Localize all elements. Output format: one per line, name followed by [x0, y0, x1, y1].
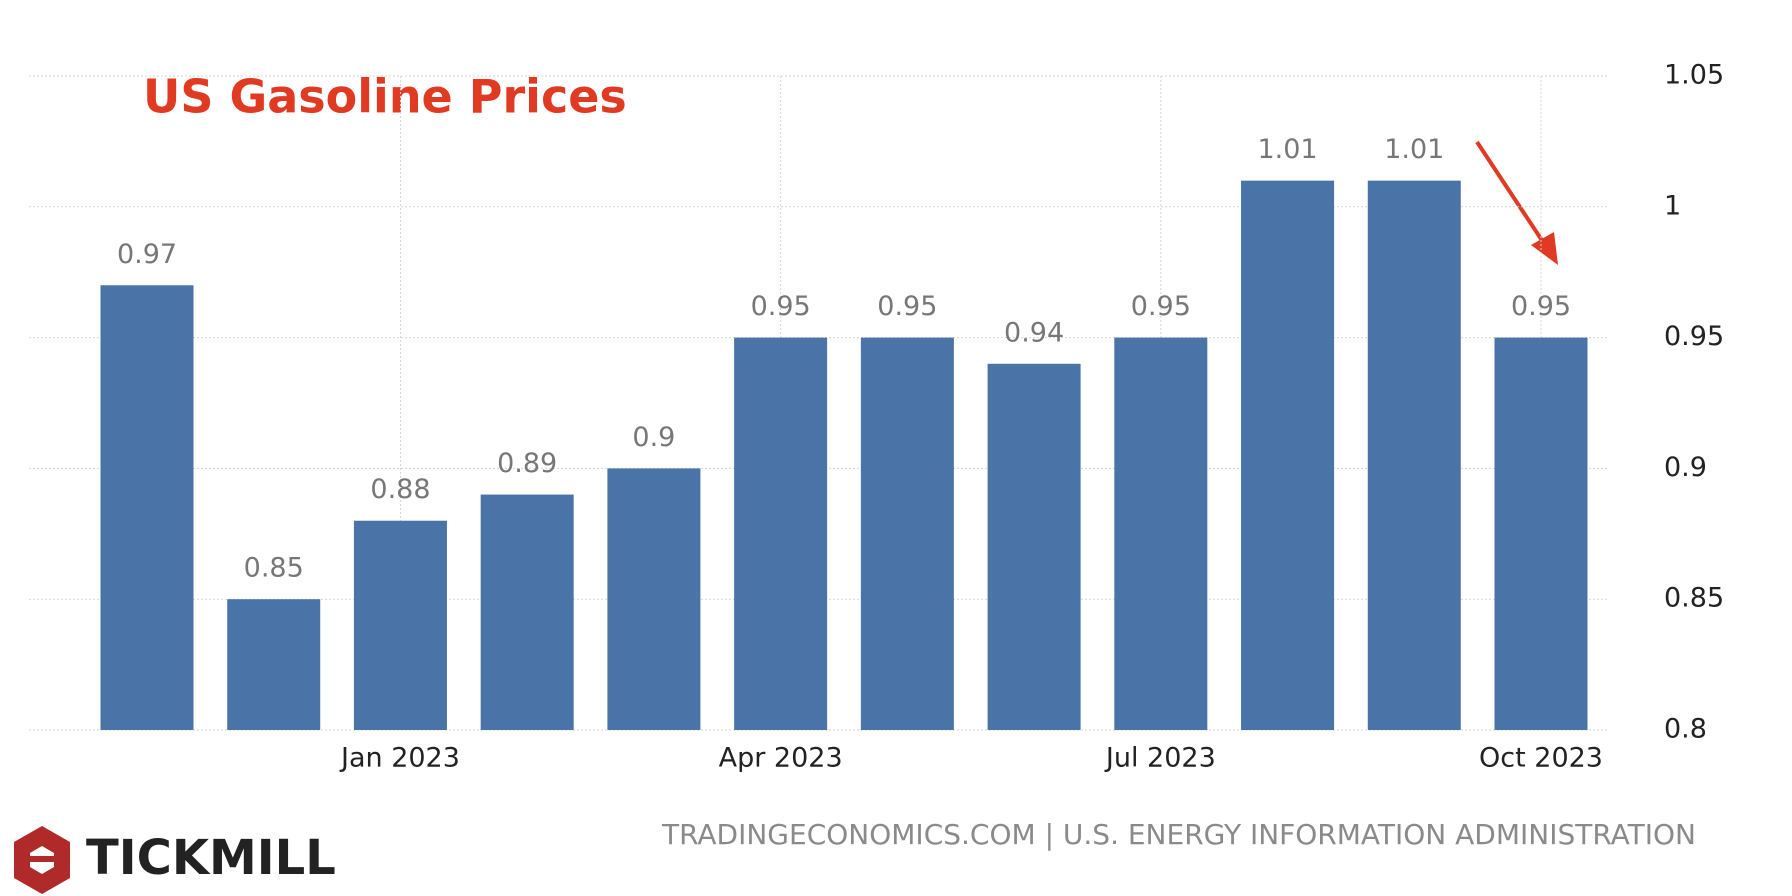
data-label: 1.01 — [1257, 134, 1317, 165]
data-label: 0.95 — [1131, 291, 1191, 322]
data-label: 1.01 — [1384, 134, 1444, 165]
data-label: 0.89 — [497, 448, 557, 479]
y-tick-label: 1.05 — [1664, 60, 1724, 91]
brand-logo — [14, 826, 70, 894]
bar — [1367, 180, 1461, 730]
bar — [1241, 180, 1335, 730]
x-tick-label: Oct 2023 — [1479, 743, 1603, 774]
y-tick-label: 0.85 — [1664, 583, 1724, 614]
source-note: TRADINGECONOMICS.COM | U.S. ENERGY INFOR… — [661, 818, 1696, 851]
bar — [1494, 337, 1588, 730]
bar — [227, 599, 321, 730]
bar — [607, 468, 701, 730]
brand-name: TICKMILL — [86, 830, 336, 886]
y-tick-label: 0.9 — [1664, 452, 1707, 483]
data-label: 0.85 — [244, 553, 304, 584]
bar — [353, 520, 447, 730]
bar — [100, 285, 194, 730]
chart-title: US Gasoline Prices — [143, 70, 627, 124]
bar — [987, 363, 1081, 730]
data-label: 0.9 — [632, 422, 675, 453]
bar — [860, 337, 954, 730]
data-label: 0.95 — [1511, 291, 1571, 322]
data-label: 0.94 — [1004, 317, 1064, 348]
x-tick-label: Apr 2023 — [719, 743, 843, 774]
bar — [1114, 337, 1208, 730]
data-label: 0.95 — [751, 291, 811, 322]
data-label: 0.97 — [117, 239, 177, 270]
y-tick-label: 0.95 — [1664, 321, 1724, 352]
x-tick-label: Jan 2023 — [339, 743, 460, 774]
y-tick-label: 1 — [1664, 190, 1681, 221]
bar — [734, 337, 828, 730]
x-tick-label: Jul 2023 — [1104, 743, 1216, 774]
data-label: 0.88 — [370, 474, 430, 505]
y-tick-label: 0.8 — [1664, 714, 1707, 745]
data-label: 0.95 — [877, 291, 937, 322]
annotation-arrow — [1475, 140, 1558, 265]
bar — [480, 494, 574, 730]
